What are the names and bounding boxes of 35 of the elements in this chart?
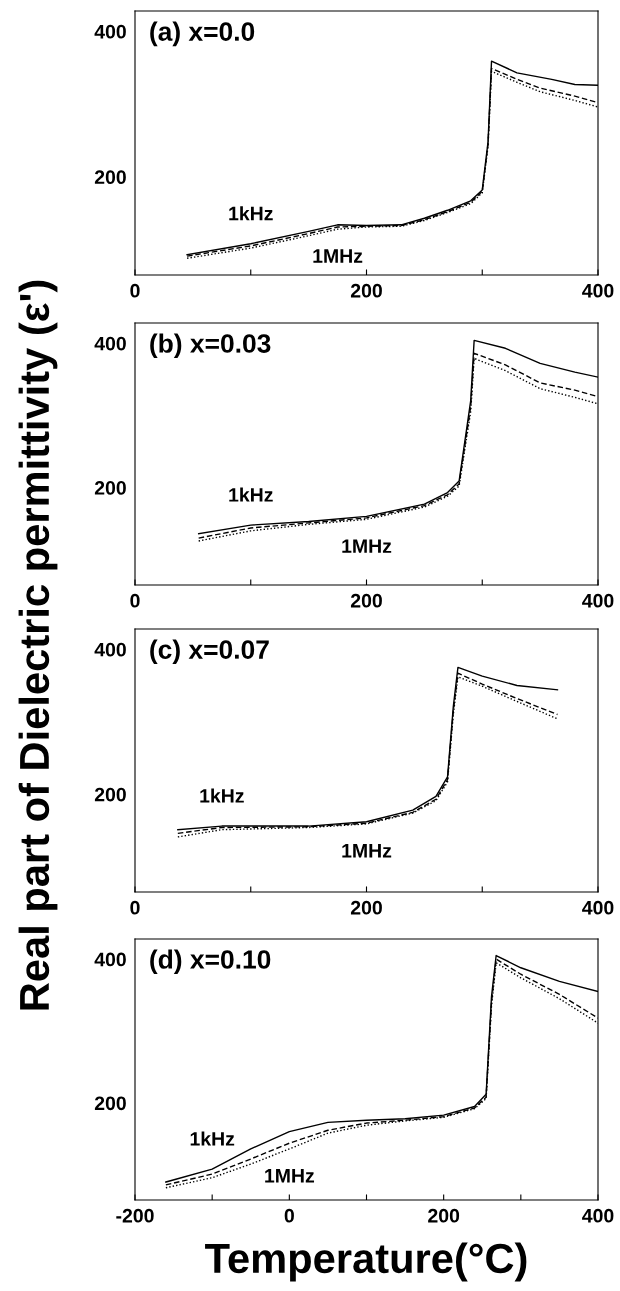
x-tick-label: 200 (350, 593, 382, 608)
x-tick-label: 400 (582, 900, 614, 915)
chart-title: (d) x=0.10 (150, 949, 271, 975)
series-label: 1kHz (190, 1131, 235, 1146)
series-label: 1kHz (200, 788, 244, 803)
chart-title: (c) x=0.07 (150, 639, 269, 665)
y-tick-label: 400 (94, 952, 126, 967)
y-tick-label: 400 (94, 336, 126, 351)
x-axis-title: Temperature(°C) (205, 1242, 527, 1282)
x-tick-label: 200 (350, 900, 382, 915)
y-tick-label: 400 (94, 24, 126, 39)
series-label: 1MHz (342, 844, 392, 858)
y-tick-label: 400 (94, 642, 126, 657)
x-tick-label: 0 (284, 1208, 294, 1223)
x-tick-label: 0 (130, 900, 140, 915)
chart-title: (b) x=0.03 (150, 333, 271, 359)
series-label: 1kHz (229, 206, 273, 221)
y-axis-title: Real part of Dielectric permittivity (ε') (18, 280, 58, 1010)
x-tick-label: -200 (116, 1208, 154, 1223)
x-tick-label: 400 (582, 593, 614, 608)
series-label: 1MHz (313, 249, 363, 263)
x-tick-label: 0 (130, 283, 140, 298)
x-tick-label: 0 (130, 593, 140, 608)
chart-title: (a) x=0.0 (150, 21, 255, 47)
y-tick-label: 200 (94, 1096, 126, 1111)
y-tick-label: 200 (94, 481, 126, 495)
series-label: 1kHz (229, 487, 273, 502)
x-tick-label: 400 (582, 283, 614, 298)
x-tick-label: 200 (428, 1208, 460, 1223)
series-label: 1MHz (342, 539, 392, 553)
series-label: 1MHz (265, 1169, 315, 1183)
y-tick-label: 200 (94, 787, 126, 802)
x-tick-label: 400 (582, 1208, 614, 1223)
y-tick-label: 200 (94, 170, 126, 185)
x-tick-label: 200 (350, 283, 382, 298)
